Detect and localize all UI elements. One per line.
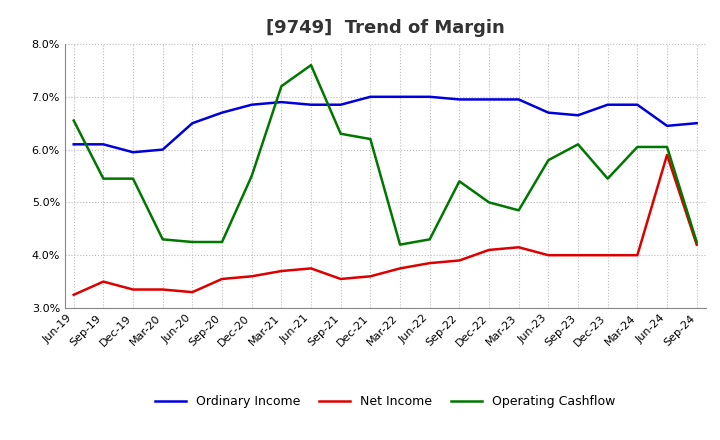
Title: [9749]  Trend of Margin: [9749] Trend of Margin <box>266 19 505 37</box>
Net Income <box>69 292 78 297</box>
Ordinary Income <box>336 102 345 107</box>
Operating Cashflow <box>188 239 197 245</box>
Ordinary Income <box>633 102 642 107</box>
Operating Cashflow <box>514 208 523 213</box>
Line: Net Income: Net Income <box>73 155 697 295</box>
Net Income <box>693 242 701 247</box>
Ordinary Income <box>69 142 78 147</box>
Ordinary Income <box>307 102 315 107</box>
Operating Cashflow <box>248 173 256 179</box>
Operating Cashflow <box>99 176 108 181</box>
Net Income <box>248 274 256 279</box>
Net Income <box>129 287 138 292</box>
Net Income <box>158 287 167 292</box>
Line: Operating Cashflow: Operating Cashflow <box>73 65 697 245</box>
Ordinary Income <box>129 150 138 155</box>
Operating Cashflow <box>336 131 345 136</box>
Ordinary Income <box>217 110 226 115</box>
Net Income <box>99 279 108 284</box>
Ordinary Income <box>544 110 553 115</box>
Operating Cashflow <box>217 239 226 245</box>
Ordinary Income <box>248 102 256 107</box>
Ordinary Income <box>188 121 197 126</box>
Ordinary Income <box>99 142 108 147</box>
Ordinary Income <box>277 99 286 105</box>
Net Income <box>426 260 434 266</box>
Net Income <box>662 152 671 158</box>
Net Income <box>514 245 523 250</box>
Ordinary Income <box>603 102 612 107</box>
Operating Cashflow <box>693 239 701 245</box>
Net Income <box>574 253 582 258</box>
Net Income <box>544 253 553 258</box>
Operating Cashflow <box>158 237 167 242</box>
Net Income <box>603 253 612 258</box>
Operating Cashflow <box>544 158 553 163</box>
Operating Cashflow <box>603 176 612 181</box>
Operating Cashflow <box>366 136 374 142</box>
Operating Cashflow <box>307 62 315 68</box>
Operating Cashflow <box>129 176 138 181</box>
Net Income <box>277 268 286 274</box>
Ordinary Income <box>662 123 671 128</box>
Operating Cashflow <box>485 200 493 205</box>
Net Income <box>366 274 374 279</box>
Ordinary Income <box>455 97 464 102</box>
Net Income <box>455 258 464 263</box>
Operating Cashflow <box>574 142 582 147</box>
Operating Cashflow <box>662 144 671 150</box>
Ordinary Income <box>158 147 167 152</box>
Net Income <box>307 266 315 271</box>
Line: Ordinary Income: Ordinary Income <box>73 97 697 152</box>
Ordinary Income <box>514 97 523 102</box>
Operating Cashflow <box>277 84 286 89</box>
Ordinary Income <box>396 94 405 99</box>
Net Income <box>485 247 493 253</box>
Net Income <box>217 276 226 282</box>
Legend: Ordinary Income, Net Income, Operating Cashflow: Ordinary Income, Net Income, Operating C… <box>150 390 621 413</box>
Net Income <box>336 276 345 282</box>
Ordinary Income <box>574 113 582 118</box>
Net Income <box>396 266 405 271</box>
Operating Cashflow <box>455 179 464 184</box>
Operating Cashflow <box>633 144 642 150</box>
Ordinary Income <box>485 97 493 102</box>
Ordinary Income <box>366 94 374 99</box>
Net Income <box>188 290 197 295</box>
Ordinary Income <box>693 121 701 126</box>
Ordinary Income <box>426 94 434 99</box>
Net Income <box>633 253 642 258</box>
Operating Cashflow <box>426 237 434 242</box>
Operating Cashflow <box>69 118 78 123</box>
Operating Cashflow <box>396 242 405 247</box>
